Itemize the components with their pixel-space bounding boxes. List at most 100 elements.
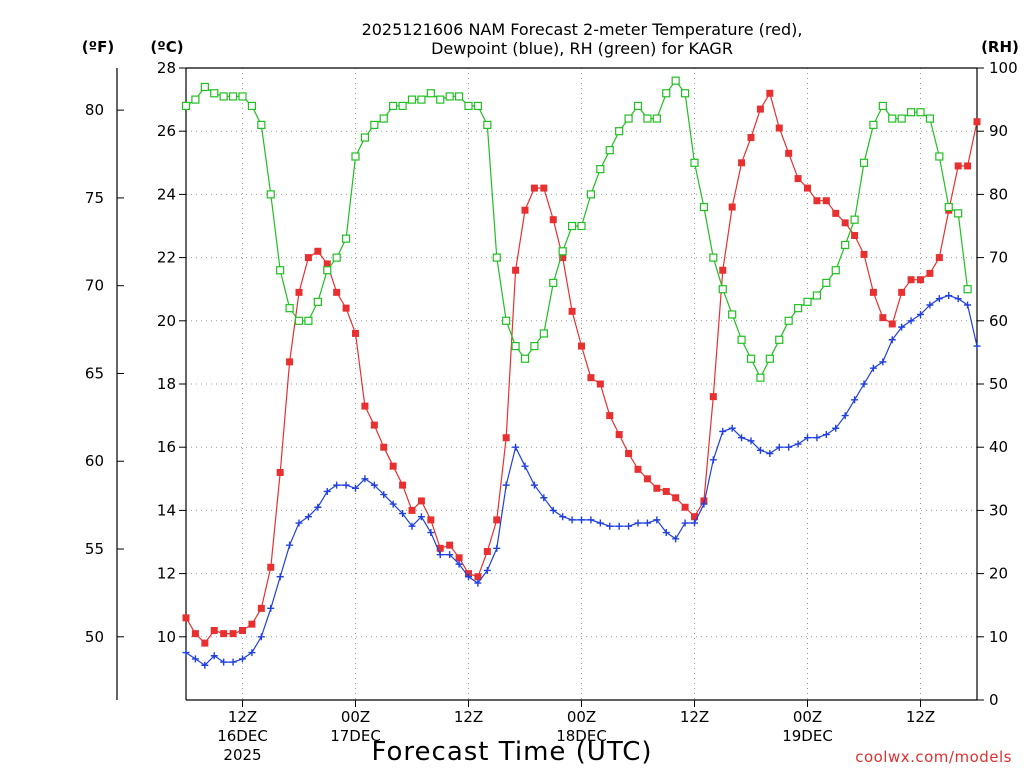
data-point	[454, 92, 464, 101]
rh-tick-label: 30	[989, 501, 1008, 519]
data-point	[850, 215, 859, 224]
data-series	[181, 76, 981, 669]
data-point	[512, 266, 520, 274]
tick-labels: 10 12 14 16 18 20 22 24 26 28 50 55 60 65 70 75 80 0 10 20 3…	[85, 59, 1018, 764]
data-point	[831, 266, 840, 275]
data-point	[520, 354, 530, 363]
data-point	[323, 266, 332, 275]
data-point	[220, 658, 228, 666]
data-point	[333, 288, 341, 296]
data-point	[916, 108, 925, 117]
fahrenheit-tick-label: 50	[85, 628, 104, 646]
data-point	[483, 566, 491, 574]
data-point	[351, 152, 360, 161]
data-point	[577, 221, 586, 231]
data-point	[813, 434, 821, 442]
data-point	[653, 484, 661, 492]
x-axis-label: Forecast Time (UTC)	[371, 737, 652, 767]
data-point	[492, 253, 501, 262]
grid-lines	[186, 67, 977, 700]
data-point	[596, 380, 604, 388]
rh-tick-label: 50	[989, 375, 1008, 393]
data-point	[191, 630, 199, 638]
data-point	[247, 101, 257, 111]
data-point	[445, 92, 454, 101]
data-point	[728, 424, 736, 432]
data-point	[973, 342, 981, 350]
data-point	[766, 89, 774, 97]
data-point	[813, 197, 821, 205]
data-point	[926, 301, 934, 309]
data-point	[493, 544, 501, 552]
data-point	[370, 481, 378, 489]
data-point	[766, 450, 774, 458]
data-point	[313, 297, 322, 306]
data-point	[794, 440, 802, 448]
data-point	[389, 500, 397, 508]
data-point	[389, 462, 397, 470]
data-point	[238, 92, 247, 101]
x-tick-label: 12Z	[906, 708, 935, 726]
data-point	[191, 655, 199, 663]
data-point	[332, 253, 341, 262]
data-point	[267, 604, 275, 612]
data-point	[737, 335, 746, 344]
data-point	[512, 443, 520, 451]
data-point	[917, 276, 924, 284]
data-point	[633, 101, 643, 111]
data-point	[521, 206, 529, 214]
x-tick-label: 00Z	[567, 708, 596, 726]
data-point	[220, 630, 228, 638]
fahrenheit-tick-label: 70	[85, 277, 104, 295]
data-point	[643, 475, 651, 483]
data-point	[286, 358, 294, 366]
data-point	[559, 513, 567, 521]
data-point	[417, 95, 426, 104]
data-point	[426, 89, 435, 98]
data-point	[869, 364, 877, 372]
data-point	[530, 341, 539, 351]
data-point	[389, 101, 398, 111]
data-point	[746, 354, 756, 363]
data-point	[436, 544, 444, 552]
fahrenheit-unit-label: (ºF)	[82, 38, 114, 56]
x-tick-label: 2025	[223, 746, 261, 764]
data-point	[446, 551, 454, 559]
data-point	[549, 216, 557, 224]
data-point	[455, 554, 463, 562]
data-point	[210, 626, 218, 634]
data-point	[304, 316, 313, 325]
rh-tick-label: 0	[989, 691, 999, 709]
data-point	[897, 114, 906, 123]
data-point	[568, 516, 576, 524]
data-point	[370, 120, 379, 129]
data-point	[954, 295, 962, 303]
data-point	[182, 614, 190, 622]
data-point	[681, 519, 689, 527]
data-point	[361, 475, 369, 483]
celsius-tick-label: 16	[157, 438, 176, 456]
data-point	[474, 579, 482, 587]
data-point	[408, 506, 416, 514]
data-point	[530, 481, 538, 489]
data-point	[954, 162, 962, 170]
data-point	[954, 209, 963, 218]
data-point	[201, 661, 209, 669]
data-point	[266, 190, 275, 199]
data-point	[380, 491, 388, 499]
data-point	[323, 260, 331, 268]
rh-tick-label: 100	[989, 59, 1018, 77]
x-tick-label: 17DEC	[330, 727, 381, 745]
data-point	[906, 108, 916, 117]
fahrenheit-tick-label: 75	[85, 189, 104, 207]
data-point	[201, 639, 209, 647]
data-point	[596, 519, 604, 527]
celsius-tick-label: 12	[157, 565, 176, 583]
data-point	[248, 649, 256, 657]
data-point	[267, 563, 275, 571]
data-point	[427, 516, 435, 524]
celsius-tick-label: 26	[157, 122, 176, 140]
data-point	[606, 522, 614, 530]
data-point	[691, 519, 698, 527]
